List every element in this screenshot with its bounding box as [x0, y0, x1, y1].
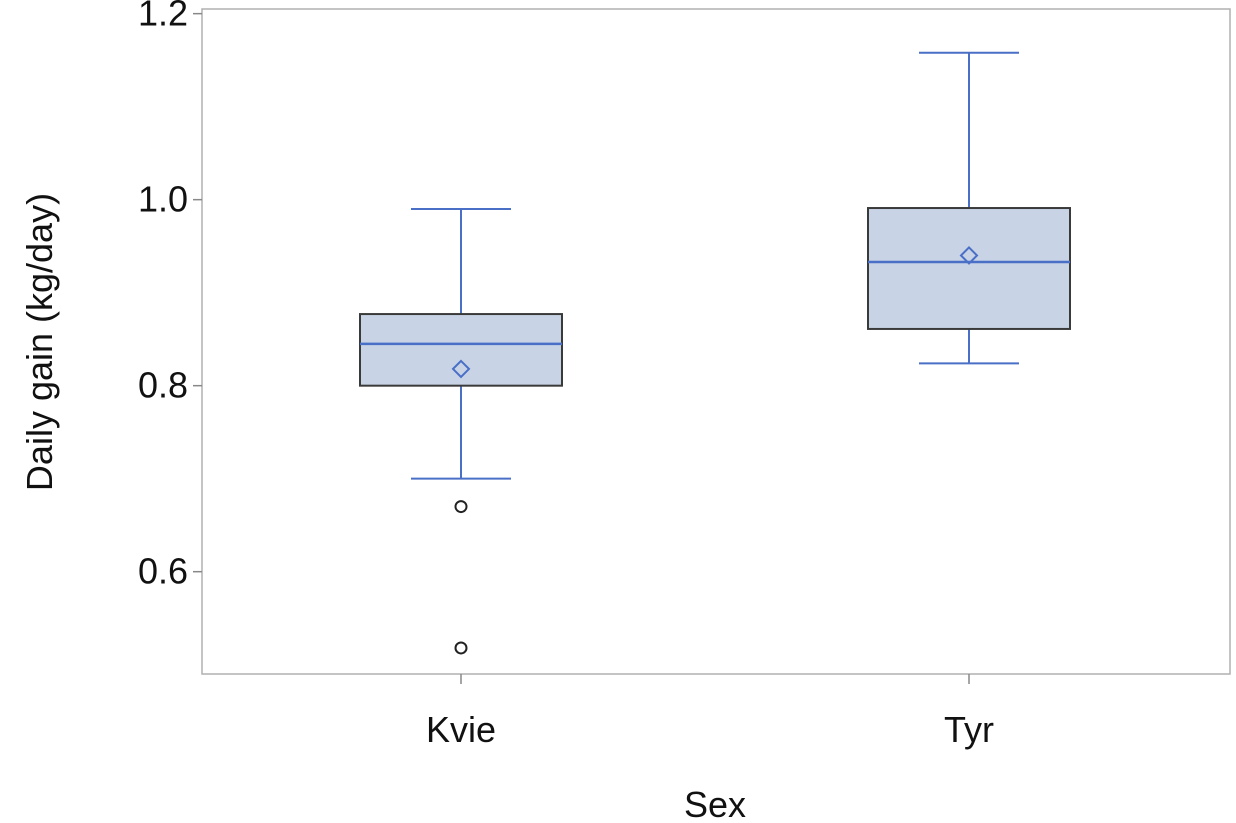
x-axis: Kvie Tyr	[426, 674, 994, 750]
x-tick-label: Kvie	[426, 709, 496, 750]
outlier-point	[454, 500, 468, 514]
y-tick-label: 1.2	[138, 0, 188, 34]
y-tick-label: 0.8	[138, 365, 188, 406]
box-series	[359, 51, 1071, 655]
plot-frame-border	[201, 8, 1231, 675]
plot-frame	[201, 8, 1231, 675]
x-tick-label: Tyr	[944, 709, 994, 750]
outlier-point	[454, 641, 468, 655]
box-tyr	[867, 51, 1071, 365]
iqr-box	[359, 313, 563, 387]
y-tick-label: 1.0	[138, 179, 188, 220]
box-kvie	[359, 207, 563, 655]
y-axis: 0.6 0.8 1.0 1.2	[138, 0, 202, 592]
mean-marker	[451, 359, 471, 379]
mean-marker	[959, 246, 979, 265]
iqr-box	[867, 207, 1071, 330]
y-axis-label: Daily gain (kg/day)	[19, 193, 60, 491]
y-tick-label: 0.6	[138, 551, 188, 592]
x-axis-label: Sex	[684, 784, 746, 823]
